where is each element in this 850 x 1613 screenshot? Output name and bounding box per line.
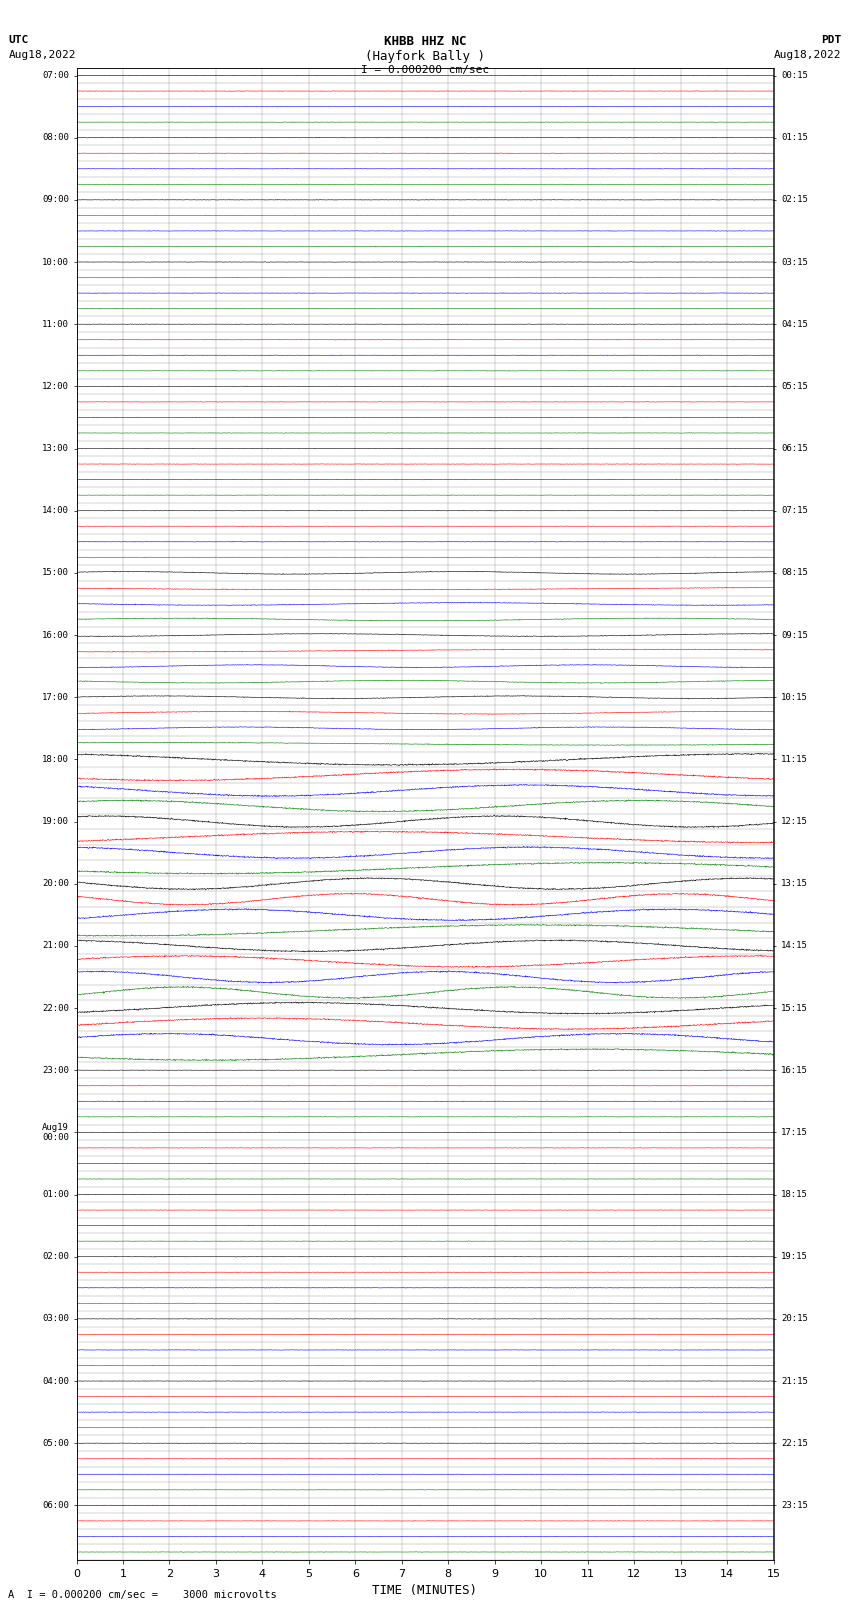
- Text: PDT: PDT: [821, 35, 842, 45]
- Text: I = 0.000200 cm/sec: I = 0.000200 cm/sec: [361, 65, 489, 74]
- Text: UTC: UTC: [8, 35, 29, 45]
- Text: Aug18,2022: Aug18,2022: [8, 50, 76, 60]
- Text: Aug18,2022: Aug18,2022: [774, 50, 842, 60]
- Text: A  I = 0.000200 cm/sec =    3000 microvolts: A I = 0.000200 cm/sec = 3000 microvolts: [8, 1590, 277, 1600]
- X-axis label: TIME (MINUTES): TIME (MINUTES): [372, 1584, 478, 1597]
- Text: KHBB HHZ NC: KHBB HHZ NC: [383, 35, 467, 48]
- Text: (Hayfork Bally ): (Hayfork Bally ): [365, 50, 485, 63]
